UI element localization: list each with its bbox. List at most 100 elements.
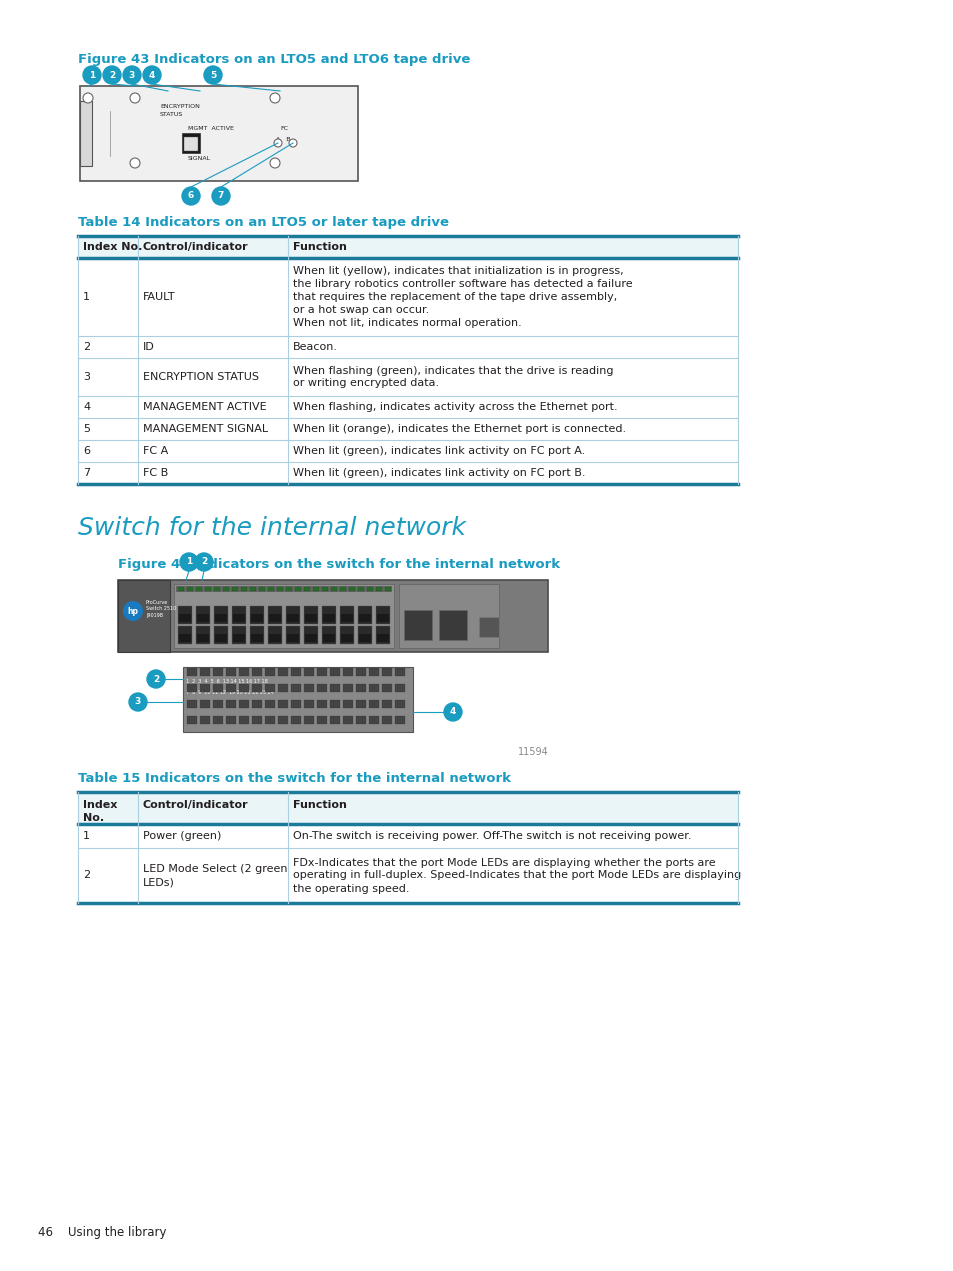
Bar [277, 684, 288, 691]
Circle shape [194, 553, 213, 571]
Bar [213, 700, 223, 708]
Text: FAULT: FAULT [143, 292, 175, 302]
Bar [213, 587, 220, 591]
Bar [316, 700, 327, 708]
Bar [304, 669, 314, 676]
Bar [183, 667, 413, 732]
Circle shape [83, 93, 92, 103]
Circle shape [130, 93, 140, 103]
Bar [200, 716, 210, 724]
Bar [195, 627, 210, 644]
Bar [80, 86, 357, 180]
Bar [252, 700, 262, 708]
Text: ENCRYPTION: ENCRYPTION [160, 104, 200, 109]
Bar [239, 716, 249, 724]
Bar [381, 700, 392, 708]
Bar [232, 606, 246, 624]
Bar [78, 358, 738, 397]
Bar [265, 669, 274, 676]
Bar [322, 587, 328, 591]
Bar [78, 461, 738, 484]
Text: On-The switch is receiving power. Off-The switch is not receiving power.: On-The switch is receiving power. Off-Th… [293, 831, 691, 841]
Text: No.: No. [83, 813, 104, 824]
Text: Function: Function [293, 241, 347, 252]
Bar [304, 587, 310, 591]
FancyBboxPatch shape [233, 614, 245, 622]
FancyBboxPatch shape [269, 614, 281, 622]
Text: MGMT  ACTIVE: MGMT ACTIVE [188, 126, 233, 131]
Bar [330, 700, 339, 708]
FancyBboxPatch shape [196, 614, 209, 622]
Bar [205, 587, 211, 591]
Text: 6: 6 [188, 192, 193, 201]
Text: 2: 2 [201, 558, 207, 567]
Bar [239, 669, 249, 676]
Bar [343, 700, 353, 708]
Text: 1: 1 [89, 70, 95, 80]
Bar [226, 669, 235, 676]
Bar [355, 684, 366, 691]
Bar [385, 587, 391, 591]
Bar [213, 627, 228, 644]
Bar [304, 627, 317, 644]
Bar [78, 418, 738, 440]
Bar [252, 669, 262, 676]
Text: 4: 4 [149, 70, 155, 80]
Bar [369, 684, 378, 691]
FancyBboxPatch shape [179, 634, 191, 642]
Bar [232, 587, 237, 591]
Text: 7  8  9  10 11 12  19 20 21 22 23 24: 7 8 9 10 11 12 19 20 21 22 23 24 [186, 690, 274, 695]
FancyBboxPatch shape [358, 614, 371, 622]
Bar [184, 137, 198, 151]
Bar [265, 716, 274, 724]
Circle shape [182, 187, 200, 205]
Bar [226, 716, 235, 724]
Bar [232, 627, 246, 644]
Bar [78, 848, 738, 902]
Text: 2: 2 [83, 871, 90, 881]
Text: 7: 7 [83, 468, 90, 478]
Bar [286, 606, 299, 624]
Circle shape [212, 187, 230, 205]
Bar [395, 716, 405, 724]
Bar [330, 716, 339, 724]
Bar [357, 627, 372, 644]
Bar [223, 587, 229, 591]
Text: 1: 1 [83, 292, 90, 302]
Text: 5: 5 [83, 425, 90, 433]
Text: When lit (green), indicates link activity on FC port B.: When lit (green), indicates link activit… [293, 468, 585, 478]
Bar [339, 627, 354, 644]
Text: When lit (orange), indicates the Ethernet port is connected.: When lit (orange), indicates the Etherne… [293, 425, 625, 433]
FancyBboxPatch shape [269, 634, 281, 642]
Bar [291, 684, 301, 691]
FancyBboxPatch shape [305, 614, 316, 622]
Text: 5: 5 [210, 70, 216, 80]
Circle shape [204, 66, 222, 84]
FancyBboxPatch shape [196, 634, 209, 642]
FancyBboxPatch shape [358, 634, 371, 642]
Bar [375, 587, 381, 591]
Circle shape [123, 66, 141, 84]
FancyBboxPatch shape [340, 614, 353, 622]
Text: Beacon.: Beacon. [293, 342, 337, 352]
FancyBboxPatch shape [376, 614, 389, 622]
Bar [78, 258, 738, 336]
Text: 6: 6 [83, 446, 90, 456]
Text: 4: 4 [83, 402, 90, 412]
Text: SIGNAL: SIGNAL [188, 156, 211, 161]
Text: Figure 44 Indicators on the switch for the internal network: Figure 44 Indicators on the switch for t… [118, 558, 559, 571]
Bar [78, 397, 738, 418]
Bar [200, 700, 210, 708]
Bar [213, 684, 223, 691]
Bar [291, 700, 301, 708]
Text: Switch 2510: Switch 2510 [146, 606, 176, 611]
Bar [250, 587, 255, 591]
Bar [78, 336, 738, 358]
Text: Function: Function [293, 799, 347, 810]
Text: ENCRYPTION STATUS: ENCRYPTION STATUS [143, 372, 258, 383]
Text: Index No.: Index No. [83, 241, 142, 252]
Bar [78, 440, 738, 461]
Bar [213, 606, 228, 624]
Bar [316, 684, 327, 691]
Text: 2: 2 [109, 70, 115, 80]
